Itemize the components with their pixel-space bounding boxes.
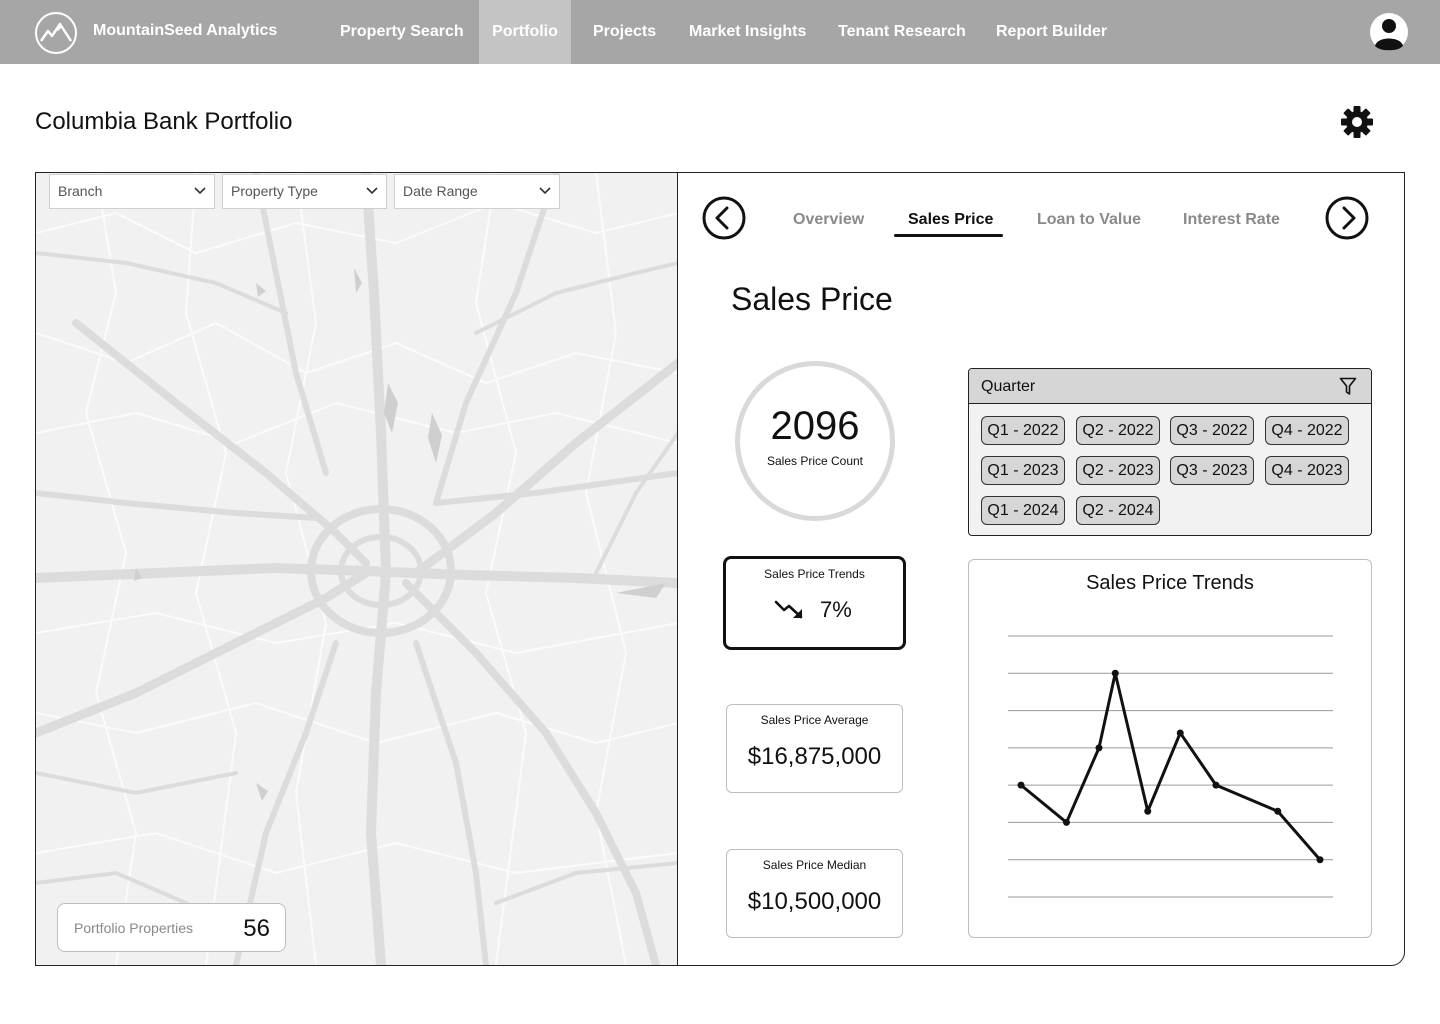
nav-item-portfolio[interactable]: Portfolio xyxy=(479,0,571,64)
date-range-dropdown[interactable]: Date Range xyxy=(394,174,560,209)
data-point[interactable] xyxy=(1063,818,1070,826)
sales-price-count-label: Sales Price Count xyxy=(766,454,864,468)
portfolio-properties-box: Portfolio Properties 56 xyxy=(57,903,286,952)
series-line xyxy=(1020,671,1322,861)
quarter-filter-header: Quarter xyxy=(969,369,1371,404)
quarter-chip-q1-2023[interactable]: Q1 - 2023 xyxy=(981,456,1065,485)
chevron-down-icon xyxy=(194,187,206,195)
nav-item-market-insights[interactable]: Market Insights xyxy=(689,23,807,40)
map-view[interactable]: Branch Property Type Date Range Portfoli… xyxy=(36,173,678,965)
brand-name[interactable]: MountainSeed Analytics xyxy=(93,22,278,39)
quarter-chip-q2-2024[interactable]: Q2 - 2024 xyxy=(1076,496,1160,525)
sales-price-average-label: Sales Price Average xyxy=(760,713,869,727)
portfolio-properties-label: Portfolio Properties xyxy=(74,920,194,936)
trend-down-arrow-icon xyxy=(774,600,803,619)
gear-icon[interactable] xyxy=(1340,105,1374,139)
quarter-filter-label: Quarter xyxy=(981,378,1036,395)
chevron-down-icon xyxy=(366,187,378,195)
quarter-chip-q4-2022[interactable]: Q4 - 2022 xyxy=(1265,416,1349,445)
quarter-chip-q4-2023[interactable]: Q4 - 2023 xyxy=(1265,456,1349,485)
branch-dropdown-label: Branch xyxy=(58,183,103,199)
quarter-chip-q1-2022[interactable]: Q1 - 2022 xyxy=(981,416,1065,445)
data-point[interactable] xyxy=(1095,744,1103,752)
chevron-left-circle-icon[interactable] xyxy=(702,196,746,240)
data-point[interactable] xyxy=(1212,781,1220,789)
branch-dropdown[interactable]: Branch xyxy=(49,174,215,209)
chevron-down-icon xyxy=(539,187,551,195)
data-point[interactable] xyxy=(1144,807,1152,815)
sales-price-median-label: Sales Price Median xyxy=(762,858,867,872)
nav-item-projects[interactable]: Projects xyxy=(593,23,657,40)
sales-price-trends-card[interactable]: Sales Price Trends 7% xyxy=(723,556,906,650)
data-point[interactable] xyxy=(1111,669,1119,677)
quarter-filter-panel: Quarter Q1 - 2022 Q2 - 2022 Q3 - 2022 Q4… xyxy=(968,368,1372,536)
user-avatar-icon[interactable] xyxy=(1369,12,1409,52)
chart-title: Sales Price Trends xyxy=(1086,572,1254,594)
sales-price-median-card: Sales Price Median $10,500,000 xyxy=(726,849,903,938)
active-tab-indicator xyxy=(894,234,1003,237)
tab-loan-to-value[interactable]: Loan to Value xyxy=(1037,211,1142,228)
top-navigation-bar: MountainSeed Analytics Property Search P… xyxy=(0,0,1440,64)
sales-price-trends-chart: Sales Price Trends xyxy=(968,559,1372,938)
portfolio-properties-count: 56 xyxy=(243,915,270,942)
sales-price-count-value: 2096 xyxy=(770,404,860,448)
nav-item-property-search[interactable]: Property Search xyxy=(340,23,464,40)
date-range-dropdown-label: Date Range xyxy=(403,183,478,199)
funnel-icon[interactable] xyxy=(1339,377,1357,396)
tab-overview[interactable]: Overview xyxy=(793,211,865,228)
data-point[interactable] xyxy=(1316,856,1324,864)
quarter-chip-q2-2022[interactable]: Q2 - 2022 xyxy=(1076,416,1160,445)
nav-item-report-builder[interactable]: Report Builder xyxy=(996,23,1108,40)
quarter-chip-q1-2024[interactable]: Q1 - 2024 xyxy=(981,496,1065,525)
trend-chart-svg xyxy=(1008,635,1333,898)
nav-item-tenant-research[interactable]: Tenant Research xyxy=(838,23,966,40)
chevron-right-circle-icon[interactable] xyxy=(1325,196,1369,240)
sales-price-average-card: Sales Price Average $16,875,000 xyxy=(726,704,903,793)
quarter-chip-q2-2023[interactable]: Q2 - 2023 xyxy=(1076,456,1160,485)
map-roads xyxy=(36,173,677,965)
section-title: Sales Price xyxy=(731,281,893,317)
sales-price-trends-label: Sales Price Trends xyxy=(764,567,865,581)
tab-interest-rate[interactable]: Interest Rate xyxy=(1183,211,1280,228)
data-point[interactable] xyxy=(1274,807,1282,815)
quarter-chip-q3-2023[interactable]: Q3 - 2023 xyxy=(1170,456,1254,485)
tab-sales-price[interactable]: Sales Price xyxy=(908,211,994,228)
property-type-dropdown[interactable]: Property Type xyxy=(222,174,387,209)
page-title: Columbia Bank Portfolio xyxy=(35,108,293,135)
quarter-chip-q3-2022[interactable]: Q3 - 2022 xyxy=(1170,416,1254,445)
data-point[interactable] xyxy=(1017,781,1025,789)
data-point[interactable] xyxy=(1176,729,1184,737)
sales-price-trends-value: 7% xyxy=(820,597,852,622)
property-type-dropdown-label: Property Type xyxy=(231,183,318,199)
sales-price-median-value: $10,500,000 xyxy=(747,888,882,915)
sales-price-average-value: $16,875,000 xyxy=(747,743,882,770)
sales-price-count-ring: 2096 Sales Price Count xyxy=(735,361,895,521)
mountain-logo-icon[interactable] xyxy=(34,11,78,55)
